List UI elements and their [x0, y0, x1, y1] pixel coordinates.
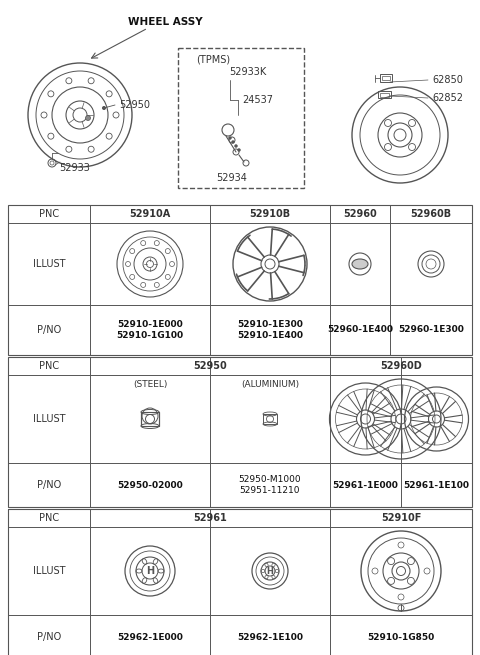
- Text: 52962-1E000: 52962-1E000: [117, 633, 183, 641]
- Text: ILLUST: ILLUST: [33, 259, 65, 269]
- Text: P/NO: P/NO: [37, 632, 61, 642]
- Text: (TPMS): (TPMS): [196, 55, 230, 65]
- Text: PNC: PNC: [39, 361, 59, 371]
- Text: 52960-1E400: 52960-1E400: [327, 326, 393, 335]
- Text: 62850: 62850: [432, 75, 463, 85]
- Circle shape: [232, 141, 234, 143]
- Circle shape: [229, 137, 231, 140]
- Text: ILLUST: ILLUST: [33, 566, 65, 576]
- Text: 52962-1E100: 52962-1E100: [237, 633, 303, 641]
- Text: 52950: 52950: [120, 100, 151, 110]
- Text: 52934: 52934: [216, 173, 247, 183]
- Text: (STEEL): (STEEL): [133, 381, 167, 390]
- Text: 52960-1E300: 52960-1E300: [398, 326, 464, 335]
- Text: 52933K: 52933K: [229, 67, 266, 77]
- Bar: [178, 48, 304, 188]
- Text: P/NO: P/NO: [37, 480, 61, 490]
- Bar: [141, 412, 159, 426]
- Bar: [380, 74, 392, 82]
- Text: 24537: 24537: [242, 95, 274, 105]
- Text: 52910A: 52910A: [130, 209, 170, 219]
- Bar: [263, 414, 277, 424]
- Circle shape: [103, 107, 106, 109]
- Text: 52960: 52960: [343, 209, 377, 219]
- Bar: [8, 357, 472, 507]
- Circle shape: [238, 149, 240, 151]
- Text: H: H: [266, 567, 274, 576]
- Text: 52910-1G850: 52910-1G850: [367, 633, 434, 641]
- Text: 52910-1E300
52910-1E400: 52910-1E300 52910-1E400: [237, 320, 303, 340]
- Text: P/NO: P/NO: [37, 325, 61, 335]
- Ellipse shape: [352, 259, 368, 269]
- Text: 52960B: 52960B: [410, 209, 452, 219]
- Text: 52950-M1000
52951-11210: 52950-M1000 52951-11210: [239, 476, 301, 495]
- Text: H: H: [146, 566, 154, 576]
- Text: 52961-1E000: 52961-1E000: [333, 481, 398, 489]
- Text: ILLUST: ILLUST: [33, 414, 65, 424]
- Bar: [8, 509, 472, 655]
- Text: 52950: 52950: [193, 361, 227, 371]
- Text: PNC: PNC: [39, 209, 59, 219]
- Text: 52961-1E100: 52961-1E100: [404, 481, 469, 489]
- Text: 52960D: 52960D: [380, 361, 422, 371]
- Text: 52933: 52933: [60, 163, 90, 173]
- Text: (ALUMINIUM): (ALUMINIUM): [241, 381, 299, 390]
- Bar: [380, 93, 389, 97]
- Text: 52910F: 52910F: [381, 513, 421, 523]
- Bar: [25, 60, 135, 170]
- Bar: [8, 205, 472, 355]
- Text: 52910B: 52910B: [250, 209, 290, 219]
- Circle shape: [235, 145, 237, 147]
- Text: PNC: PNC: [39, 513, 59, 523]
- Bar: [382, 76, 390, 80]
- Text: WHEEL ASSY: WHEEL ASSY: [128, 17, 202, 27]
- Text: 52910-1E000
52910-1G100: 52910-1E000 52910-1G100: [117, 320, 183, 340]
- Text: 52950-02000: 52950-02000: [117, 481, 183, 489]
- Text: 62852: 62852: [432, 93, 464, 103]
- Text: 52961: 52961: [193, 513, 227, 523]
- Bar: [378, 91, 391, 98]
- Circle shape: [85, 115, 91, 121]
